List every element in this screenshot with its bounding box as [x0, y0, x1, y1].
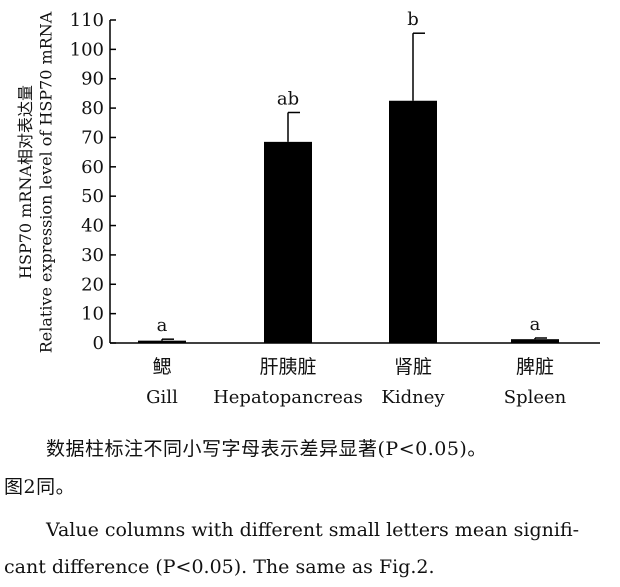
- bar: [264, 141, 312, 343]
- x-tick-label-cn: 肝胰脏: [259, 356, 316, 378]
- y-tick-label: 0: [93, 333, 104, 354]
- y-axis-label-en: Relative expression level of HSP70 mRNA: [36, 11, 56, 353]
- y-tick-label: 80: [81, 98, 104, 119]
- x-tick-label-en: Hepatopancreas: [213, 387, 363, 408]
- significance-label: a: [157, 315, 168, 336]
- significance-label: a: [530, 314, 541, 335]
- x-tick-label-en: Kidney: [381, 387, 445, 408]
- x-tick-label-en: Gill: [146, 387, 178, 408]
- caption-cn-line2: 图2同。: [4, 476, 76, 498]
- caption-cn-line1: 数据柱标注不同小写字母表示差异显著(P<0.05)。: [46, 438, 487, 460]
- y-tick-label: 70: [81, 127, 104, 148]
- y-tick-label: 90: [81, 69, 104, 90]
- significance-label: ab: [277, 88, 299, 109]
- y-tick-label: 20: [81, 274, 104, 295]
- x-tick-label-en: Spleen: [504, 387, 567, 408]
- chart-area: 0 10 20 30 40 50 60 70 80 90 100 110 a 鳃 Gill ab 肝胰脏 Hepa…: [15, 9, 600, 408]
- significance-label: b: [407, 9, 419, 30]
- x-tick-label-cn: 脾脏: [516, 356, 554, 378]
- y-tick-label: 60: [81, 157, 104, 178]
- x-tick-label-cn: 鳃: [152, 356, 171, 378]
- bar: [389, 100, 437, 343]
- y-tick-label: 30: [81, 245, 104, 266]
- bar: [138, 340, 186, 343]
- y-tick-label: 10: [81, 304, 104, 325]
- y-tick-label: 110: [70, 10, 104, 31]
- y-tick-label: 100: [70, 39, 104, 60]
- x-tick-label-cn: 肾脏: [394, 356, 432, 378]
- bar: [511, 339, 559, 343]
- bar-chart: 0102030405060708090100110a鳃Gillab肝胰脏Hepa…: [70, 9, 600, 408]
- y-tick-label: 40: [81, 216, 104, 237]
- caption-en-line2: cant difference (P<0.05). The same as Fi…: [4, 556, 435, 578]
- y-tick-label: 50: [81, 186, 104, 207]
- y-axis-label-cn: HSP70 mRNA相对表达量: [15, 85, 35, 279]
- caption-en-line1: Value columns with different small lette…: [46, 519, 580, 541]
